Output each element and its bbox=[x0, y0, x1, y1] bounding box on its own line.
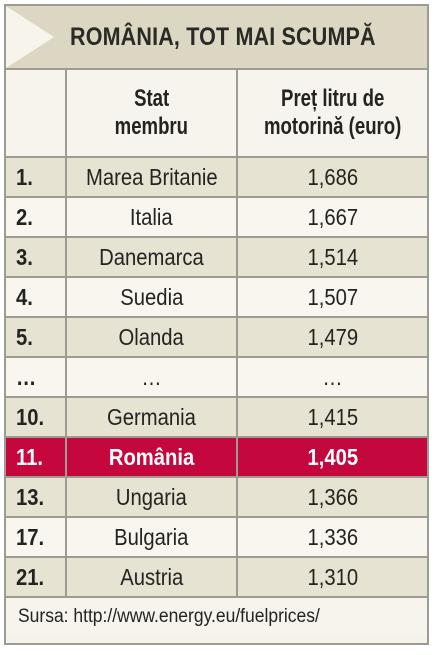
title-bar: ROMÂNIA, TOT MAI SCUMPĂ bbox=[6, 6, 427, 70]
country-cell: Germania bbox=[65, 396, 238, 438]
table-row: 1. Marea Britanie 1,686 bbox=[6, 157, 427, 198]
rank-cell: 17. bbox=[6, 516, 67, 558]
rank-cell: 13. bbox=[6, 476, 67, 518]
price-cell: 1,514 bbox=[236, 236, 427, 278]
price-cell: 1,336 bbox=[236, 516, 427, 558]
table-row: 3. Danemarca 1,514 bbox=[6, 236, 427, 278]
country-cell: Olanda bbox=[65, 316, 238, 358]
rank-cell: 4. bbox=[6, 276, 67, 318]
country-cell: Danemarca bbox=[65, 236, 238, 278]
price-column-header: Preț litru de motorină (euro) bbox=[236, 70, 427, 158]
table-row: 2. Italia 1,667 bbox=[6, 196, 427, 238]
country-cell: Suedia bbox=[65, 276, 238, 318]
country-column-header: Stat membru bbox=[65, 70, 238, 158]
rank-cell: 21. bbox=[6, 556, 67, 598]
rank-cell: … bbox=[6, 356, 67, 398]
table-row: 13. Ungaria 1,366 bbox=[6, 476, 427, 518]
table-row: 5. Olanda 1,479 bbox=[6, 316, 427, 358]
table-row: 10. Germania 1,415 bbox=[6, 396, 427, 438]
country-cell: Italia bbox=[65, 196, 238, 238]
price-cell: 1,667 bbox=[236, 196, 427, 238]
table-row: 21. Austria 1,310 bbox=[6, 556, 427, 598]
page-title: ROMÂNIA, TOT MAI SCUMPĂ bbox=[70, 23, 376, 51]
price-cell: 1,405 bbox=[236, 436, 427, 478]
price-cell: 1,366 bbox=[236, 476, 427, 518]
country-cell: … bbox=[65, 356, 238, 398]
country-cell: România bbox=[65, 436, 238, 478]
table-header-row: Stat membru Preț litru de motorină (euro) bbox=[6, 70, 427, 158]
price-cell: 1,310 bbox=[236, 556, 427, 598]
country-cell: Ungaria bbox=[65, 476, 238, 518]
table-row: ……… bbox=[6, 356, 427, 398]
price-cell: 1,415 bbox=[236, 396, 427, 438]
price-cell: … bbox=[236, 356, 427, 398]
arrow-marker-icon bbox=[6, 6, 54, 68]
price-cell: 1,686 bbox=[236, 157, 427, 198]
table-row: 11. România 1,405 bbox=[6, 436, 427, 478]
fuel-price-table: Stat membru Preț litru de motorină (euro) … bbox=[6, 70, 427, 636]
price-cell: 1,479 bbox=[236, 316, 427, 358]
source-row: Sursa: http://www.energy.eu/fuelprices/ bbox=[6, 597, 427, 636]
rank-cell: 11. bbox=[6, 436, 67, 478]
country-cell: Marea Britanie bbox=[65, 157, 238, 198]
country-cell: Bulgaria bbox=[65, 516, 238, 558]
rank-cell: 1. bbox=[6, 157, 67, 198]
price-cell: 1,507 bbox=[236, 276, 427, 318]
table-row: 17. Bulgaria 1,336 bbox=[6, 516, 427, 558]
rank-cell: 5. bbox=[6, 316, 67, 358]
rank-cell: 10. bbox=[6, 396, 67, 438]
rank-column-header bbox=[6, 70, 67, 158]
price-table-card: ROMÂNIA, TOT MAI SCUMPĂ Stat membru Preț … bbox=[4, 4, 429, 645]
table-row: 4. Suedia 1,507 bbox=[6, 276, 427, 318]
country-cell: Austria bbox=[65, 556, 238, 598]
rank-cell: 2. bbox=[6, 196, 67, 238]
rank-cell: 3. bbox=[6, 236, 67, 278]
source-note: Sursa: http://www.energy.eu/fuelprices/ bbox=[6, 597, 427, 636]
